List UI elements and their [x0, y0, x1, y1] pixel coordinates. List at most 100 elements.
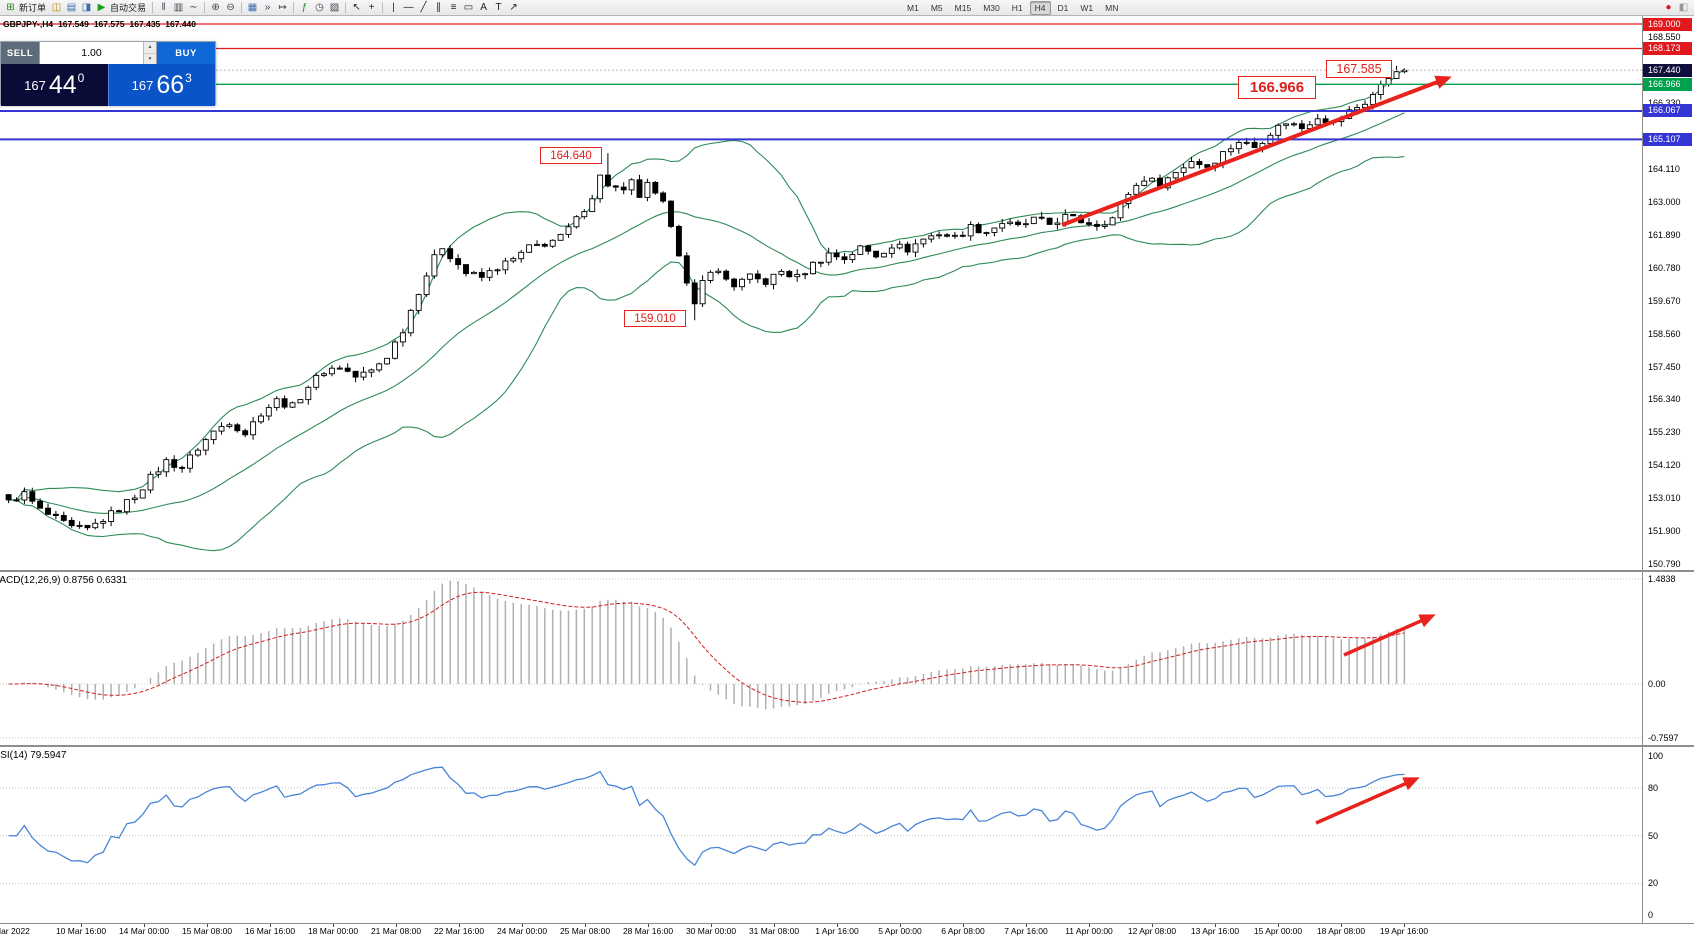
- price-axis-label: 159.670: [1648, 295, 1681, 306]
- shapes-icon[interactable]: ▭: [463, 2, 474, 13]
- toolbar-separator: [345, 2, 347, 13]
- timeframe-m1-button[interactable]: M1: [907, 2, 919, 13]
- candle-wicks: [8, 66, 1405, 531]
- price-label-167585[interactable]: 167.585: [1326, 60, 1392, 78]
- macd-axis-label: -0.7597: [1648, 732, 1679, 743]
- volume-decrease-button[interactable]: ▼: [144, 53, 156, 64]
- timeframe-m5-button[interactable]: M5: [930, 2, 943, 13]
- timeframe-w1-button[interactable]: W1: [1080, 2, 1094, 13]
- candlestick-chart-icon[interactable]: ▥: [173, 2, 184, 13]
- vertical-line-icon[interactable]: |: [392, 2, 395, 13]
- text-label-icon[interactable]: T: [495, 2, 502, 13]
- volume-increase-button[interactable]: ▲: [144, 42, 156, 54]
- time-axis-label: 14 Mar 00:00: [118, 926, 170, 936]
- more-tools-icon[interactable]: ◧: [1678, 2, 1689, 13]
- macd-axis-label: 1.4838: [1648, 574, 1676, 584]
- new-order-icon: ⊞: [6, 2, 15, 13]
- rsi-axis-label: 0: [1648, 910, 1654, 921]
- autotrading-button[interactable]: ▶ 自动交易: [94, 1, 149, 15]
- rsi-panel[interactable]: RSI(14) 79.5947: [0, 747, 1642, 922]
- panel-separator[interactable]: [0, 570, 1694, 572]
- volume-value: 1.00: [81, 47, 102, 59]
- auto-scroll-icon[interactable]: »: [264, 2, 271, 13]
- new-order-button[interactable]: ⊞ 新订单: [3, 1, 49, 15]
- templates-icon[interactable]: ▨: [329, 2, 340, 13]
- toolbar-separator: [241, 2, 243, 13]
- zoom-in-icon[interactable]: ⊕: [211, 2, 220, 13]
- time-axis-tick: [270, 924, 271, 927]
- panel-separator[interactable]: [0, 745, 1694, 747]
- sell-price-panel[interactable]: 167 44 0: [1, 64, 108, 106]
- time-axis-tick: [711, 924, 712, 927]
- channel-icon[interactable]: ∥: [436, 2, 442, 13]
- ohlc-low: 167.435: [129, 19, 161, 29]
- rsi-axis-label: 80: [1648, 782, 1659, 793]
- sell-button[interactable]: SELL: [1, 42, 39, 64]
- toolbar-separator: [293, 2, 295, 13]
- crosshair-icon[interactable]: +: [368, 2, 375, 13]
- price-label-159010[interactable]: 159.010: [624, 310, 686, 327]
- time-axis-label: 22 Mar 16:00: [433, 926, 485, 936]
- tile-windows-icon[interactable]: ▦: [247, 2, 258, 13]
- time-axis-label: 21 Mar 08:00: [370, 926, 422, 936]
- timeframe-mn-button[interactable]: MN: [1105, 2, 1119, 13]
- trendline-icon[interactable]: ╱: [420, 2, 427, 13]
- buy-price-panel[interactable]: 167 66 3: [107, 64, 215, 106]
- market-watch-icon[interactable]: ▤: [66, 2, 77, 13]
- volume-spinner: ▲ ▼: [143, 42, 156, 64]
- bid-pips: 44: [48, 70, 77, 99]
- time-axis-tick: [900, 924, 901, 927]
- cursor-icon[interactable]: ↖: [352, 2, 361, 13]
- ohlc-close: 167.440: [165, 19, 197, 29]
- horizontal-line-icon[interactable]: —: [403, 2, 414, 13]
- price-axis-label: 155.230: [1648, 427, 1681, 438]
- time-axis-label: 25 Mar 08:00: [559, 926, 611, 936]
- zoom-out-icon[interactable]: ⊖: [226, 2, 235, 13]
- toolbar-separator: [152, 2, 154, 13]
- arrows-icon[interactable]: ↗: [509, 2, 518, 13]
- time-axis-label: 10 Mar 16:00: [55, 926, 107, 936]
- macd-label: MACD(12,26,9) 0.8756 0.6331: [0, 575, 128, 586]
- rsi-axis-label: 20: [1648, 878, 1659, 889]
- navigator-icon[interactable]: ◨: [81, 2, 92, 13]
- timeframe-h1-button[interactable]: H1: [1011, 2, 1023, 13]
- timeframe-h4-button[interactable]: H4: [1029, 0, 1051, 15]
- price-label-166966[interactable]: 166.966: [1238, 76, 1316, 99]
- price-axis-label: 163.000: [1648, 196, 1681, 207]
- macd-panel[interactable]: MACD(12,26,9) 0.8756 0.6331: [0, 572, 1642, 744]
- timeframe-m30-button[interactable]: M30: [983, 2, 1000, 13]
- line-chart-icon[interactable]: ∼: [189, 2, 198, 13]
- alerts-icon[interactable]: ●: [1665, 2, 1672, 13]
- volume-input[interactable]: 1.00 ▲ ▼: [39, 42, 157, 64]
- time-axis-tick: [1089, 924, 1090, 927]
- time-axis-label: 15 Apr 00:00: [1253, 926, 1303, 936]
- price-axis[interactable]: 168.550 166.330 164.110 163.000 161.890 160.7…: [1642, 16, 1694, 923]
- price-axis-label: 154.120: [1648, 460, 1681, 471]
- periods-icon[interactable]: ◷: [315, 2, 324, 13]
- one-click-trading-widget: SELL 1.00 ▲ ▼ BUY 167 44 0 167 66 3: [0, 41, 216, 106]
- bollinger-middle-band: [8, 112, 1405, 514]
- fibonacci-icon[interactable]: ≡: [450, 2, 457, 13]
- bid-pipette: 0: [77, 71, 85, 85]
- charts-icon[interactable]: ◫: [51, 2, 62, 13]
- buy-button[interactable]: BUY: [157, 42, 215, 64]
- indicators-icon[interactable]: ƒ: [301, 2, 308, 13]
- price-label-164640[interactable]: 164.640: [540, 147, 602, 164]
- time-axis-tick: [522, 924, 523, 927]
- bar-chart-icon[interactable]: ‖: [161, 2, 166, 13]
- timeframe-m15-button[interactable]: M15: [954, 2, 972, 13]
- text-icon[interactable]: A: [480, 2, 487, 13]
- price-line-label-169000: 169.000: [1643, 17, 1692, 31]
- timeframe-d1-button[interactable]: D1: [1057, 2, 1069, 13]
- rsi-label: RSI(14) 79.5947: [0, 750, 67, 761]
- time-axis-label: 28 Mar 16:00: [622, 926, 674, 936]
- price-axis-label: 161.890: [1648, 229, 1681, 240]
- chart-shift-icon[interactable]: ↦: [278, 2, 287, 13]
- time-axis-label: 30 Mar 00:00: [685, 926, 737, 936]
- price-line-label-168173: 168.173: [1643, 42, 1692, 56]
- time-axis[interactable]: Mar 2022 10 Mar 16:00 14 Mar 00:00 15 Mar 0…: [0, 923, 1694, 937]
- time-axis-tick: [1215, 924, 1216, 927]
- macd-signal-line: [8, 591, 1405, 703]
- time-axis-tick: [1278, 924, 1279, 927]
